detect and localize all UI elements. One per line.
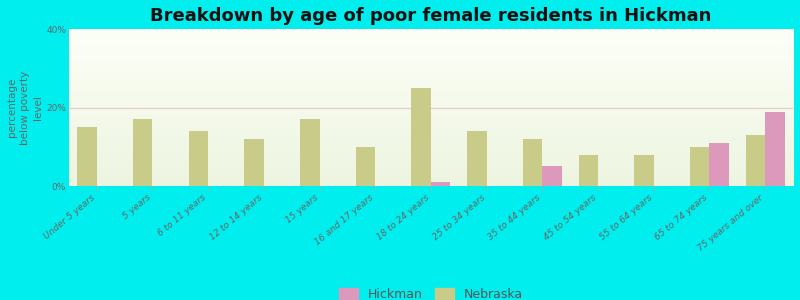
Bar: [133, 119, 153, 186]
Bar: [766, 112, 785, 186]
Bar: [746, 135, 766, 186]
Bar: [523, 139, 542, 186]
Bar: [411, 88, 431, 186]
Bar: [542, 167, 562, 186]
Bar: [690, 147, 710, 186]
Bar: [710, 143, 729, 186]
Bar: [244, 139, 264, 186]
Bar: [78, 127, 97, 186]
Bar: [300, 119, 319, 186]
Legend: Hickman, Nebraska: Hickman, Nebraska: [334, 283, 528, 300]
Title: Breakdown by age of poor female residents in Hickman: Breakdown by age of poor female resident…: [150, 7, 712, 25]
Bar: [467, 131, 486, 186]
Bar: [431, 182, 450, 186]
Bar: [578, 155, 598, 186]
Y-axis label: percentage
below poverty
level: percentage below poverty level: [7, 70, 43, 145]
Bar: [189, 131, 208, 186]
Bar: [634, 155, 654, 186]
Bar: [356, 147, 375, 186]
